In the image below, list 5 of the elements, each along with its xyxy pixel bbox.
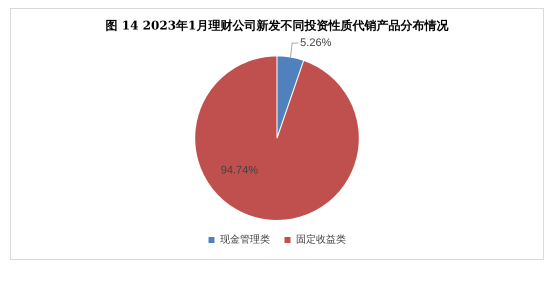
- legend-label: 固定收益类: [296, 234, 346, 246]
- data-label: 94.74%: [220, 164, 258, 176]
- legend-label: 现金管理类: [220, 234, 270, 246]
- data-label: 5.26%: [300, 37, 332, 50]
- chart-title: 图 14 2023年1月理财公司新发不同投资性质代销产品分布情况: [106, 18, 450, 32]
